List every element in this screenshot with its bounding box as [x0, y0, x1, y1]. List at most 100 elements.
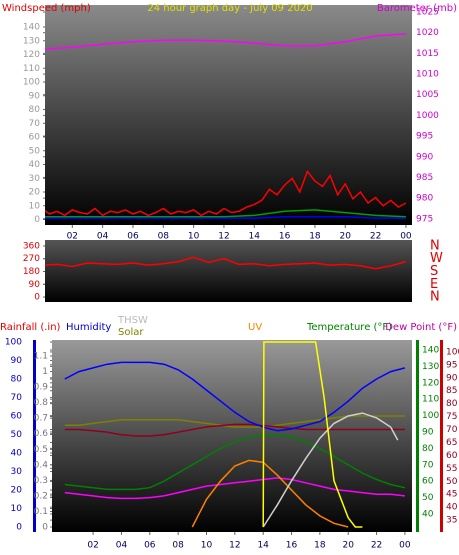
x-tick-label: 16	[286, 541, 298, 551]
y-tick-label: 0.1	[34, 507, 48, 517]
y-tick-label: 90	[422, 427, 434, 437]
y-tick-label: 30	[11, 467, 23, 477]
y-tick-label: 90	[11, 356, 23, 366]
x-tick-label: 10	[201, 541, 213, 551]
y-tick-label: 1025	[416, 8, 439, 18]
y-tick-label: N	[430, 290, 440, 305]
y-tick-label: 270	[23, 254, 40, 264]
y-tick-label: 0.9	[34, 383, 49, 393]
x-tick-label: 22	[370, 232, 381, 242]
y-tick-label: 50	[29, 146, 41, 156]
y-tick-label: 0	[34, 215, 40, 225]
plot-background	[52, 340, 412, 532]
y-tick-label: 100	[5, 338, 22, 348]
y-tick-label: 10	[29, 201, 41, 211]
y-tick-label: 70	[446, 425, 458, 435]
series-line	[45, 216, 406, 219]
y-tick-label: 90	[446, 373, 458, 383]
y-tick-label: 60	[422, 477, 434, 487]
x-tick-label: 08	[172, 541, 184, 551]
x-tick-label: 08	[158, 232, 170, 242]
series-line	[45, 209, 406, 218]
y-tick-label: 0.5	[34, 445, 48, 455]
plot-background	[45, 5, 412, 225]
x-tick-label: 18	[314, 541, 326, 551]
humidity-axis-bar	[33, 340, 36, 532]
y-tick-label: 1015	[416, 49, 439, 59]
y-tick-label: 100	[446, 347, 459, 357]
y-tick-label: 140	[422, 346, 439, 356]
plot-lines	[45, 33, 407, 219]
y-tick-label: 95	[446, 360, 457, 370]
y-tick-label: 975	[416, 214, 433, 224]
axis-title: 24 hour graph day - July 09 2020	[147, 3, 312, 14]
y-tick-label: 40	[29, 160, 41, 170]
y-tick-label: 990	[416, 152, 433, 162]
y-tick-label: 100	[422, 411, 439, 421]
y-tick-label: 75	[446, 412, 457, 422]
dewpoint-axis-bar	[440, 340, 443, 532]
x-tick-label: 14	[257, 541, 269, 551]
y-tick-label: 50	[446, 477, 458, 487]
y-tick-label: 60	[29, 133, 41, 143]
y-tick-label: 90	[29, 91, 41, 101]
y-tick-label: N	[430, 238, 440, 253]
y-tick-label: 60	[11, 412, 23, 422]
axis-title: Humidity	[66, 322, 111, 333]
y-tick-label: 100	[23, 78, 40, 88]
x-tick-label: 04	[116, 541, 128, 551]
y-tick-label: 40	[11, 449, 23, 459]
y-tick-label: 0.4	[34, 460, 49, 470]
y-tick-label: 70	[29, 119, 41, 129]
x-tick-label: 06	[144, 541, 156, 551]
x-tick-label: 18	[309, 232, 321, 242]
series-line	[262, 412, 399, 528]
y-tick-label: S	[430, 264, 438, 279]
y-tick-label: 995	[416, 132, 433, 142]
plot-background	[45, 240, 412, 302]
y-tick-label: 0.8	[34, 398, 49, 408]
temperature-axis-bar	[416, 340, 419, 532]
y-tick-label: 85	[446, 386, 457, 396]
series-line	[262, 341, 363, 528]
y-tick-label: 1000	[416, 111, 439, 121]
y-tick-label: 80	[11, 375, 23, 385]
y-tick-label: 50	[11, 430, 23, 440]
y-tick-label: W	[430, 251, 443, 266]
y-tick-label: 70	[422, 460, 434, 470]
axis-title: Windspeed (mph)	[2, 3, 91, 14]
x-tick-label: 06	[127, 232, 139, 242]
y-tick-label: 0	[16, 523, 22, 533]
y-tick-label: 45	[446, 490, 457, 500]
x-tick-label: 20	[342, 541, 354, 551]
x-tick-label: 02	[67, 232, 78, 242]
series-line	[191, 459, 349, 528]
x-tick-label: 12	[218, 232, 229, 242]
series-label: Solar	[118, 327, 144, 338]
y-tick-label: 980	[416, 194, 433, 204]
y-tick-label: 1.1	[34, 352, 48, 362]
y-tick-label: 1005	[416, 90, 439, 100]
y-tick-label: 20	[11, 486, 23, 496]
y-tick-label: 80	[446, 399, 458, 409]
series-line	[45, 169, 407, 217]
axis-title: Temperature (°F)	[306, 322, 392, 333]
y-tick-label: 40	[422, 509, 434, 519]
series-line	[64, 361, 406, 432]
axis-title: Dew Point (°F)	[385, 322, 457, 333]
y-tick-label: 140	[23, 23, 40, 33]
y-tick-label: 120	[422, 378, 439, 388]
y-tick-label: 120	[23, 50, 40, 60]
series-line	[45, 256, 407, 270]
x-tick-label: 10	[188, 232, 200, 242]
x-tick-label: 00	[399, 541, 411, 551]
y-tick-label: 360	[23, 241, 40, 251]
y-tick-label: 65	[446, 438, 457, 448]
x-tick-label: 14	[249, 232, 261, 242]
x-tick-label: 22	[371, 541, 382, 551]
y-tick-label: 130	[422, 362, 439, 372]
series-label: THSW	[117, 315, 148, 326]
y-tick-label: 1	[42, 367, 48, 377]
y-tick-label: 0.6	[34, 429, 49, 439]
y-tick-label: 70	[11, 393, 23, 403]
